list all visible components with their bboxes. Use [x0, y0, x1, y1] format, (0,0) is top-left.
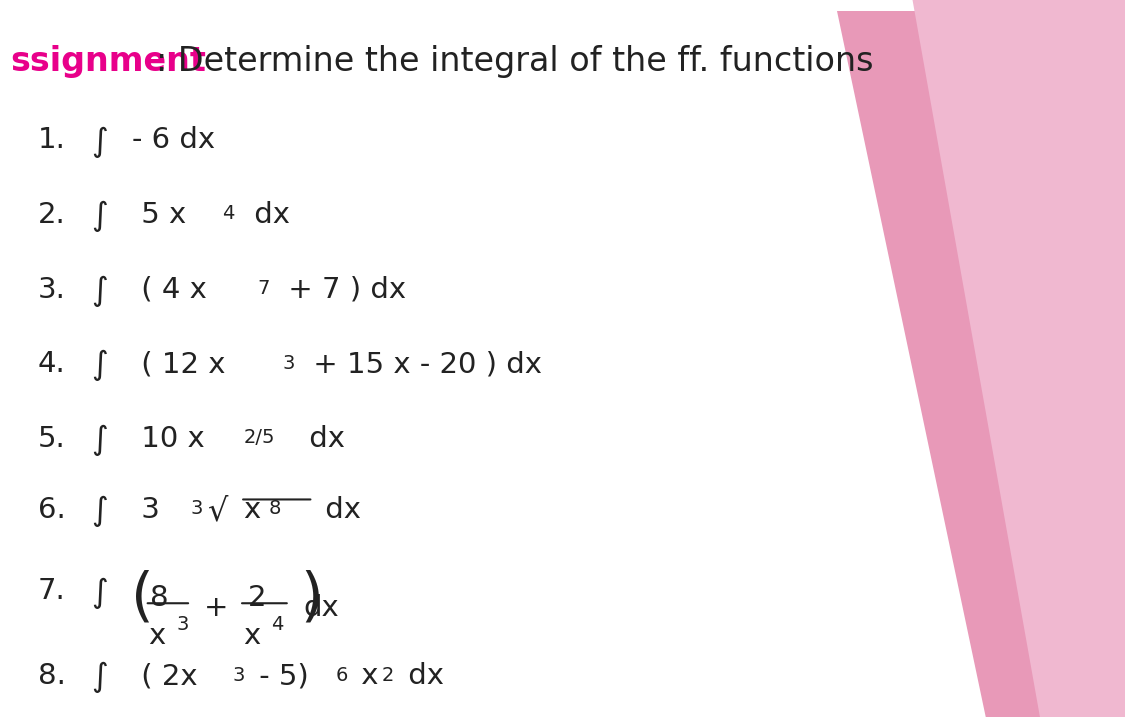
- Text: 4.: 4.: [37, 350, 65, 379]
- Text: 10 x: 10 x: [132, 425, 205, 453]
- Text: 3: 3: [177, 614, 189, 634]
- Text: ∫: ∫: [91, 275, 108, 307]
- Text: 7: 7: [258, 279, 270, 298]
- Text: ∫: ∫: [91, 350, 108, 381]
- Text: - 6 dx: - 6 dx: [132, 126, 215, 154]
- Text: - 5): - 5): [250, 663, 308, 690]
- Text: dx: dx: [244, 201, 289, 229]
- Text: : Determine the integral of the ff. functions: : Determine the integral of the ff. func…: [155, 45, 873, 78]
- Text: 2/5: 2/5: [243, 428, 274, 447]
- Text: 8: 8: [150, 584, 169, 612]
- Text: x: x: [148, 622, 165, 650]
- Text: √: √: [207, 496, 227, 527]
- Text: 2: 2: [381, 665, 394, 685]
- Text: 3: 3: [282, 353, 295, 373]
- Text: dx: dx: [304, 594, 340, 622]
- Text: ): ): [300, 569, 323, 627]
- Text: ∫: ∫: [91, 496, 108, 527]
- Text: 8.: 8.: [37, 663, 65, 690]
- Text: 4: 4: [271, 614, 284, 634]
- Text: 3: 3: [233, 665, 245, 685]
- Text: + 7 ) dx: + 7 ) dx: [279, 275, 406, 303]
- Text: 3.: 3.: [37, 275, 65, 303]
- Text: dx: dx: [316, 496, 361, 524]
- Polygon shape: [911, 0, 1125, 717]
- Text: 2: 2: [248, 584, 267, 612]
- Text: ∫: ∫: [91, 425, 108, 456]
- Text: 3: 3: [132, 496, 169, 524]
- Polygon shape: [837, 11, 1125, 717]
- Text: ( 2x: ( 2x: [132, 663, 198, 690]
- Text: +: +: [204, 594, 228, 622]
- Text: ∫: ∫: [91, 577, 108, 609]
- Text: x: x: [243, 622, 261, 650]
- Text: ∫: ∫: [91, 201, 108, 232]
- Text: dx: dx: [399, 663, 444, 690]
- Text: ssignment: ssignment: [11, 45, 207, 78]
- Text: ( 12 x: ( 12 x: [132, 350, 225, 379]
- Text: 7.: 7.: [37, 577, 65, 605]
- Text: x: x: [352, 663, 378, 690]
- Text: 4: 4: [222, 204, 234, 224]
- Text: 6: 6: [335, 665, 348, 685]
- Text: 6.: 6.: [37, 496, 65, 524]
- Text: ∫: ∫: [91, 663, 108, 693]
- Text: 8: 8: [268, 500, 280, 518]
- Text: 1.: 1.: [37, 126, 65, 154]
- Text: 2.: 2.: [37, 201, 65, 229]
- Text: 5 x: 5 x: [132, 201, 187, 229]
- Text: dx: dx: [300, 425, 345, 453]
- Text: ∫: ∫: [91, 126, 108, 158]
- Text: 5.: 5.: [37, 425, 65, 453]
- Text: x: x: [243, 496, 261, 524]
- Text: (: (: [130, 569, 154, 627]
- Text: ( 4 x: ( 4 x: [132, 275, 207, 303]
- Text: 3: 3: [191, 500, 204, 518]
- Text: + 15 x - 20 ) dx: + 15 x - 20 ) dx: [304, 350, 541, 379]
